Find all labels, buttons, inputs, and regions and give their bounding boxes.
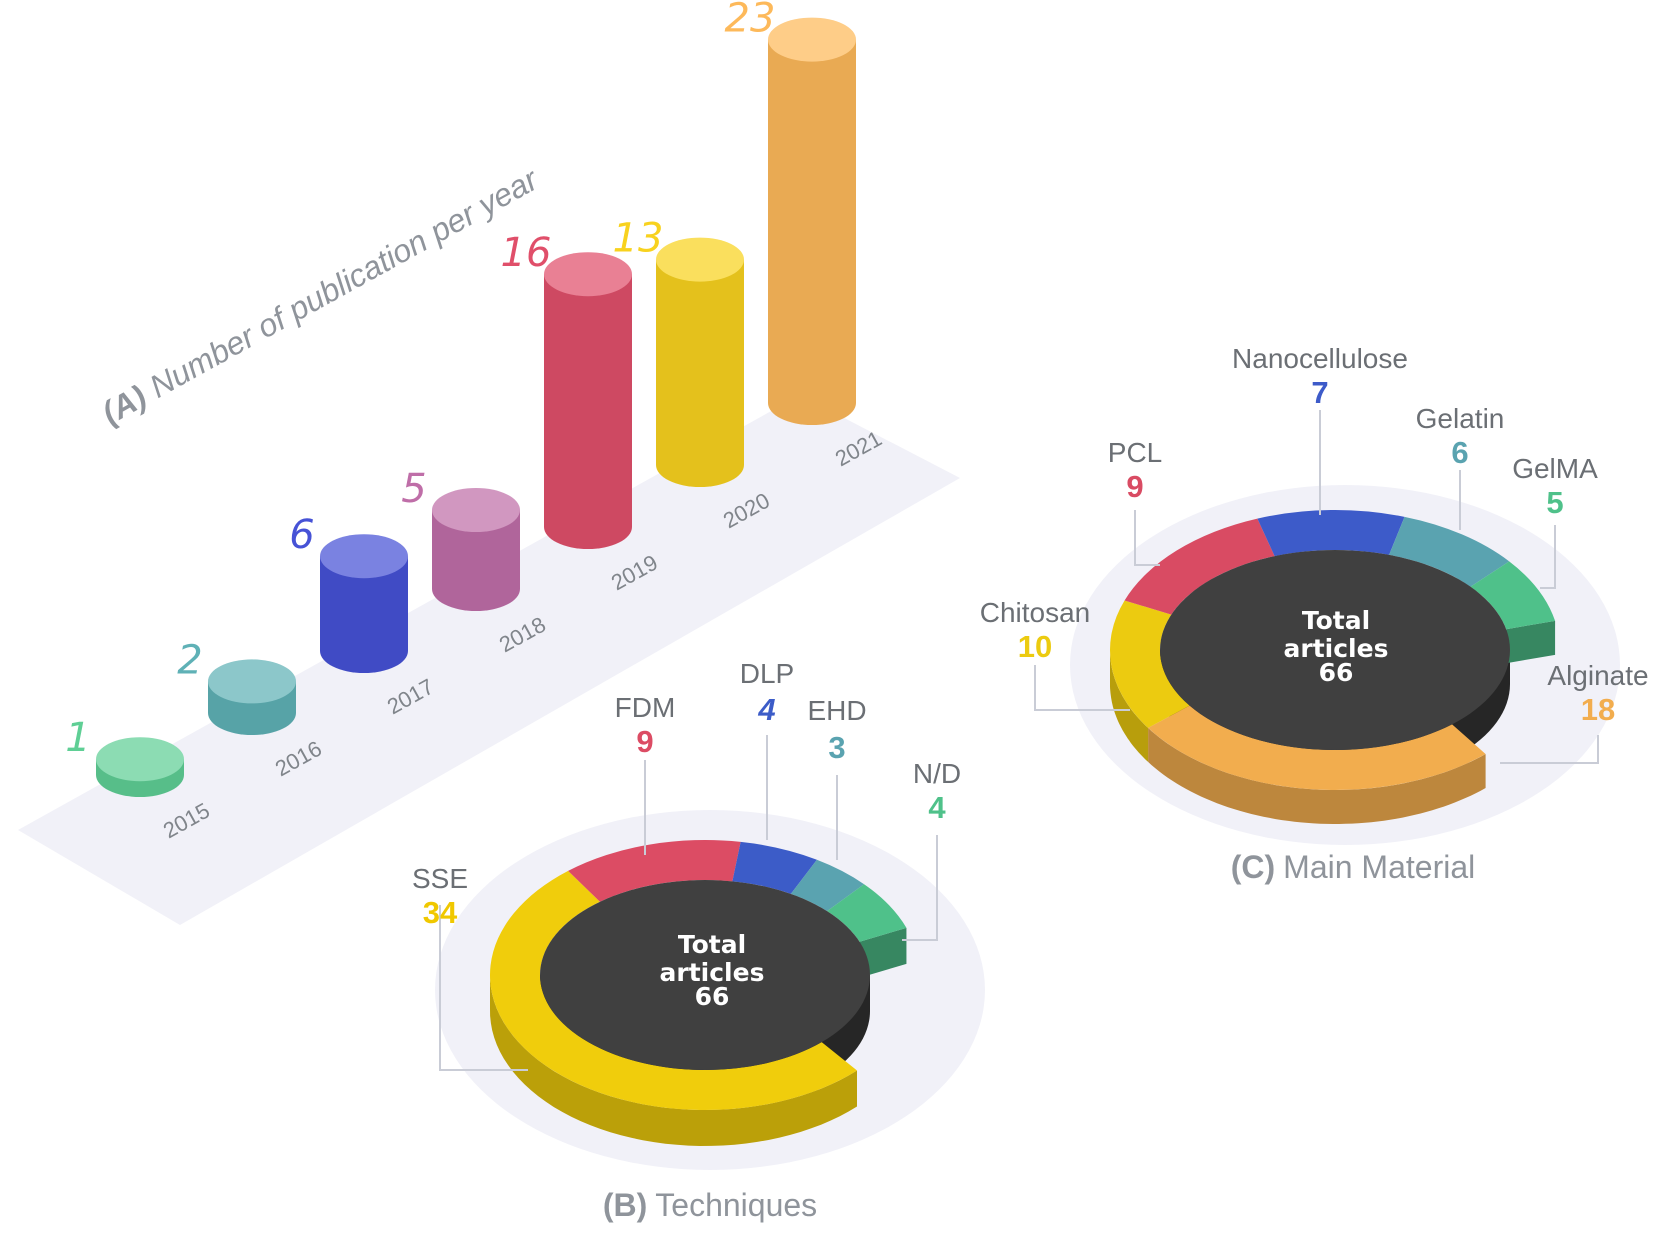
- panel-b-donut-chart: Total articles 66 SSE 34 FDM 9 DLP 4 EHD…: [412, 658, 985, 1223]
- label-nd: N/D: [913, 758, 961, 789]
- bar-value-2016: 2: [177, 637, 202, 683]
- donut-c-center-line-1: Total: [1302, 606, 1370, 635]
- panel-a-title-text: Number of publication per year: [144, 160, 545, 404]
- slice-N/D: [827, 884, 907, 942]
- bar-side-2021: [768, 39, 856, 425]
- slice-FDM: [568, 840, 741, 902]
- bar-top-2015: [96, 737, 184, 782]
- value-sse: 34: [423, 895, 458, 930]
- bar-top-2018: [432, 488, 520, 532]
- slice-GelMA: [1470, 561, 1556, 630]
- panel-a-bar-chart: (A)Number of publication per year 120152…: [18, 0, 960, 925]
- label-gelma: GelMA: [1512, 453, 1598, 484]
- value-fdm: 9: [636, 724, 653, 759]
- value-alginate: 18: [1581, 692, 1615, 727]
- leader-gelma: [1540, 525, 1556, 589]
- slice-Alginate: [1148, 705, 1486, 790]
- label-dlp: DLP: [740, 658, 794, 689]
- label-pcl: PCL: [1108, 437, 1162, 468]
- value-gelma: 5: [1546, 485, 1563, 520]
- slice-PCL: [1124, 518, 1275, 615]
- value-dlp: 4: [757, 692, 775, 727]
- slice-side-SSE: [490, 972, 857, 1146]
- bar-chart-floor: [18, 395, 960, 925]
- value-chitosan: 10: [1018, 629, 1052, 664]
- donut-b-center-line-2: articles: [660, 958, 765, 987]
- panel-b-letter: (B): [603, 1187, 647, 1223]
- slice-EHD: [790, 859, 865, 912]
- panel-c-letter: (C): [1231, 849, 1275, 885]
- value-pcl: 9: [1126, 469, 1143, 504]
- label-sse: SSE: [412, 863, 468, 894]
- label-fdm: FDM: [615, 692, 676, 723]
- value-gelatin: 6: [1451, 435, 1468, 470]
- panel-a-letter: (A): [96, 378, 152, 431]
- panel-b-title-text: Techniques: [655, 1187, 817, 1223]
- value-ehd: 3: [828, 730, 845, 765]
- slice-Gelatin: [1389, 516, 1510, 587]
- donut-b-center-line-3: 66: [695, 982, 730, 1011]
- bar-top-2017: [320, 534, 408, 579]
- bar-top-2020: [656, 237, 744, 282]
- bar-side-2020: [656, 259, 744, 487]
- slice-Chitosan: [1110, 600, 1190, 728]
- bar-side-2017: [320, 556, 408, 673]
- bar-value-2018: 5: [401, 466, 426, 512]
- label-alginate: Alginate: [1547, 660, 1648, 691]
- bar-value-2015: 1: [65, 715, 90, 761]
- bar-top-2021: [768, 17, 856, 62]
- leader-chitosan: [1034, 665, 1130, 711]
- leader-pcl: [1134, 510, 1160, 566]
- label-nanocellulose: Nanocellulose: [1232, 343, 1408, 374]
- donut-end-cap: [859, 927, 907, 978]
- slice-Nanocellulose: [1257, 510, 1405, 557]
- donut-end-cap: [1506, 620, 1556, 664]
- slice-side-Alginate: [1148, 727, 1486, 824]
- label-ehd: EHD: [807, 695, 866, 726]
- panel-a-title: (A)Number of publication per year: [96, 160, 545, 431]
- panel-c-donut-chart: Total articles 66 Alginate 18 Chitosan 1…: [980, 343, 1649, 885]
- leader-sse: [439, 905, 528, 1071]
- bar-top-2019: [544, 252, 632, 297]
- donut-c-center-line-2: articles: [1284, 634, 1389, 663]
- donut-b-center-line-1: Total: [678, 930, 746, 959]
- bar-value-2021: 23: [725, 0, 776, 42]
- label-gelatin: Gelatin: [1416, 403, 1505, 434]
- leader-nd: [902, 835, 938, 941]
- slice-SSE: [489, 870, 858, 1111]
- value-nanocellulose: 7: [1311, 375, 1328, 410]
- donut-c-center-line-3: 66: [1319, 658, 1354, 687]
- bar-value-2017: 6: [289, 512, 314, 558]
- slice-side-Chitosan: [1110, 648, 1149, 762]
- leader-alginate: [1500, 735, 1599, 764]
- bar-side-2019: [544, 274, 632, 549]
- donut-b: [489, 840, 907, 1146]
- bar-value-2019: 16: [501, 230, 552, 276]
- panel-c-title-text: Main Material: [1283, 849, 1475, 885]
- donut-hub: [1160, 550, 1510, 750]
- donut-hub: [540, 880, 870, 1070]
- panel-c-title: (C) Main Material: [1231, 849, 1475, 885]
- label-chitosan: Chitosan: [980, 597, 1091, 628]
- panel-b-title: (B) Techniques: [603, 1187, 817, 1223]
- value-nd: 4: [928, 790, 946, 825]
- donut-c: [1110, 510, 1556, 824]
- bar-side-2018: [432, 510, 520, 611]
- bar-value-2020: 13: [613, 216, 664, 262]
- bar-top-2016: [208, 659, 296, 704]
- slice-DLP: [732, 841, 817, 894]
